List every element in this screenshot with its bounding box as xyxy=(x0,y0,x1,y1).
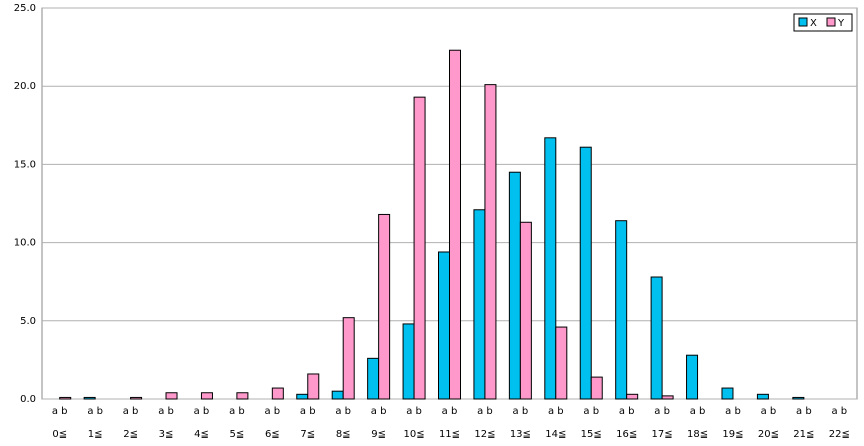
x-tick-label: a b xyxy=(690,406,706,417)
bar xyxy=(402,323,415,400)
x-tick-label: a b xyxy=(264,406,280,417)
bar xyxy=(200,392,213,400)
x-tick-label: 17≦ xyxy=(652,429,673,440)
bar xyxy=(615,220,628,400)
x-tick-label: 21≦ xyxy=(793,429,814,440)
bar xyxy=(83,396,96,400)
x-tick-label: 22≦ xyxy=(829,429,850,440)
x-tick-label: 13≦ xyxy=(510,429,531,440)
bar xyxy=(519,221,532,400)
x-tick-label: a b xyxy=(796,406,812,417)
bar xyxy=(721,387,734,400)
x-tick-label: 7≦ xyxy=(300,429,315,440)
x-tick-label: 19≦ xyxy=(722,429,743,440)
legend-label: Y xyxy=(837,18,845,29)
bar xyxy=(544,137,557,400)
x-tick-label: 12≦ xyxy=(474,429,495,440)
x-tick-label: a b xyxy=(123,406,139,417)
legend-box xyxy=(793,13,853,32)
y-tick-label: 0.0 xyxy=(20,394,36,405)
bar xyxy=(590,376,603,400)
bar xyxy=(756,393,769,400)
y-tick-label: 15.0 xyxy=(14,159,36,170)
bar xyxy=(438,251,450,400)
bar xyxy=(378,213,391,400)
y-tick-label: 5.0 xyxy=(20,316,36,327)
bar xyxy=(508,171,521,400)
y-tick-label: 10.0 xyxy=(14,238,36,249)
x-tick-label: a b xyxy=(158,406,174,417)
x-tick-label: a b xyxy=(477,406,493,417)
legend-swatch xyxy=(798,17,808,27)
x-tick-label: 3≦ xyxy=(159,429,174,440)
x-tick-label: 4≦ xyxy=(194,429,209,440)
bar xyxy=(661,395,674,400)
bar xyxy=(650,276,663,400)
bar xyxy=(367,357,380,400)
x-tick-label: a b xyxy=(619,406,635,417)
bar xyxy=(484,84,497,400)
x-tick-label: 16≦ xyxy=(616,429,637,440)
x-tick-label: a b xyxy=(583,406,599,417)
x-tick-label: a b xyxy=(300,406,316,417)
x-tick-label: 20≦ xyxy=(758,429,779,440)
x-tick-label: 14≦ xyxy=(545,429,566,440)
x-tick-label: a b xyxy=(87,406,103,417)
x-tick-label: a b xyxy=(371,406,387,417)
bar xyxy=(473,209,486,400)
x-tick-label: a b xyxy=(513,406,529,417)
x-tick-label: a b xyxy=(406,406,422,417)
x-tick-label: 10≦ xyxy=(404,429,425,440)
bar xyxy=(331,390,344,400)
x-tick-label: 2≦ xyxy=(123,429,138,440)
x-tick-label: 18≦ xyxy=(687,429,708,440)
bar xyxy=(579,146,592,400)
bar xyxy=(307,373,320,400)
legend-swatch xyxy=(826,17,836,27)
x-tick-label: a b xyxy=(229,406,245,417)
bar xyxy=(449,49,461,400)
x-tick-label: a b xyxy=(548,406,564,417)
bar xyxy=(59,396,72,400)
x-tick-label: a b xyxy=(725,406,741,417)
x-tick-label: 11≦ xyxy=(439,429,460,440)
x-tick-label: a b xyxy=(761,406,777,417)
x-tick-label: 9≦ xyxy=(371,429,386,440)
x-tick-label: a b xyxy=(335,406,351,417)
bar xyxy=(236,392,249,400)
legend-label: X xyxy=(810,18,817,29)
x-tick-label: 0≦ xyxy=(52,429,67,440)
bar xyxy=(792,396,805,400)
x-tick-label: a b xyxy=(52,406,68,417)
x-tick-label: a b xyxy=(654,406,670,417)
bar xyxy=(165,392,178,400)
bar xyxy=(686,354,699,400)
x-tick-label: 5≦ xyxy=(230,429,245,440)
bar xyxy=(130,396,143,400)
x-tick-label: 8≦ xyxy=(336,429,351,440)
y-tick-label: 25.0 xyxy=(14,3,36,14)
x-tick-label: a b xyxy=(442,406,458,417)
bar xyxy=(413,96,426,400)
x-tick-label: 6≦ xyxy=(265,429,280,440)
bar xyxy=(342,317,355,400)
bar xyxy=(626,393,639,400)
bar xyxy=(296,393,309,400)
y-tick-label: 20.0 xyxy=(14,81,36,92)
x-tick-label: a b xyxy=(194,406,210,417)
x-tick-label: 15≦ xyxy=(581,429,602,440)
x-tick-label: a b xyxy=(831,406,847,417)
x-tick-label: 1≦ xyxy=(88,429,103,440)
bar xyxy=(555,326,568,400)
bar xyxy=(271,387,284,400)
